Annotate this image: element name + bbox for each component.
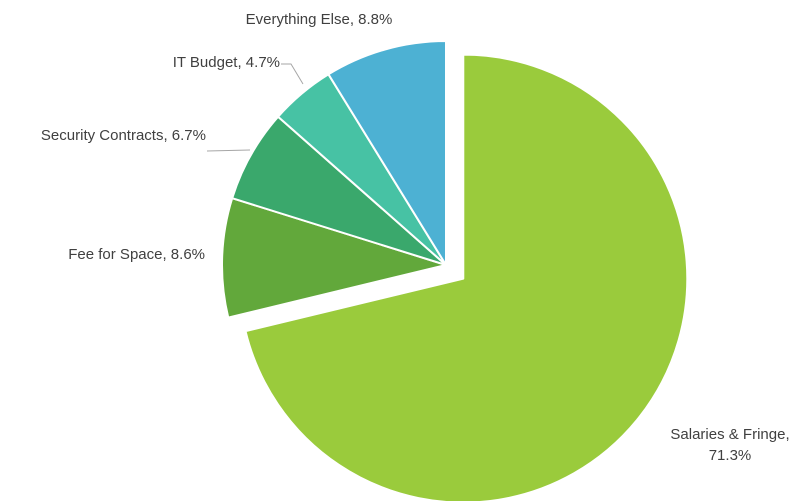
data-label-fee-for-space: Fee for Space, 8.6%	[68, 246, 205, 263]
leader-line-it-budget	[281, 63, 304, 85]
data-label-security-contracts: Security Contracts, 6.7%	[41, 127, 206, 144]
data-label-salaries-and-fringe: Salaries & Fringe, 71.3%	[670, 426, 789, 464]
data-label-value-salaries-and-fringe: 71.3%	[709, 447, 752, 464]
leader-lines-layer	[206, 63, 304, 152]
pie-slice-fee-for-space	[221, 197, 447, 319]
data-label-category-salaries-and-fringe: Salaries & Fringe,	[670, 426, 789, 443]
data-label-it-budget: IT Budget, 4.7%	[173, 54, 280, 71]
labels-layer: Salaries & Fringe, 71.3% Fee for Space, 8.…	[41, 11, 790, 464]
pie-slice-salaries-and-fringe	[244, 53, 689, 501]
slices-layer	[221, 40, 689, 501]
data-label-everything-else: Everything Else, 8.8%	[246, 11, 393, 28]
leader-line-security-contracts	[206, 149, 251, 152]
pie-slice-everything-else	[327, 40, 447, 266]
